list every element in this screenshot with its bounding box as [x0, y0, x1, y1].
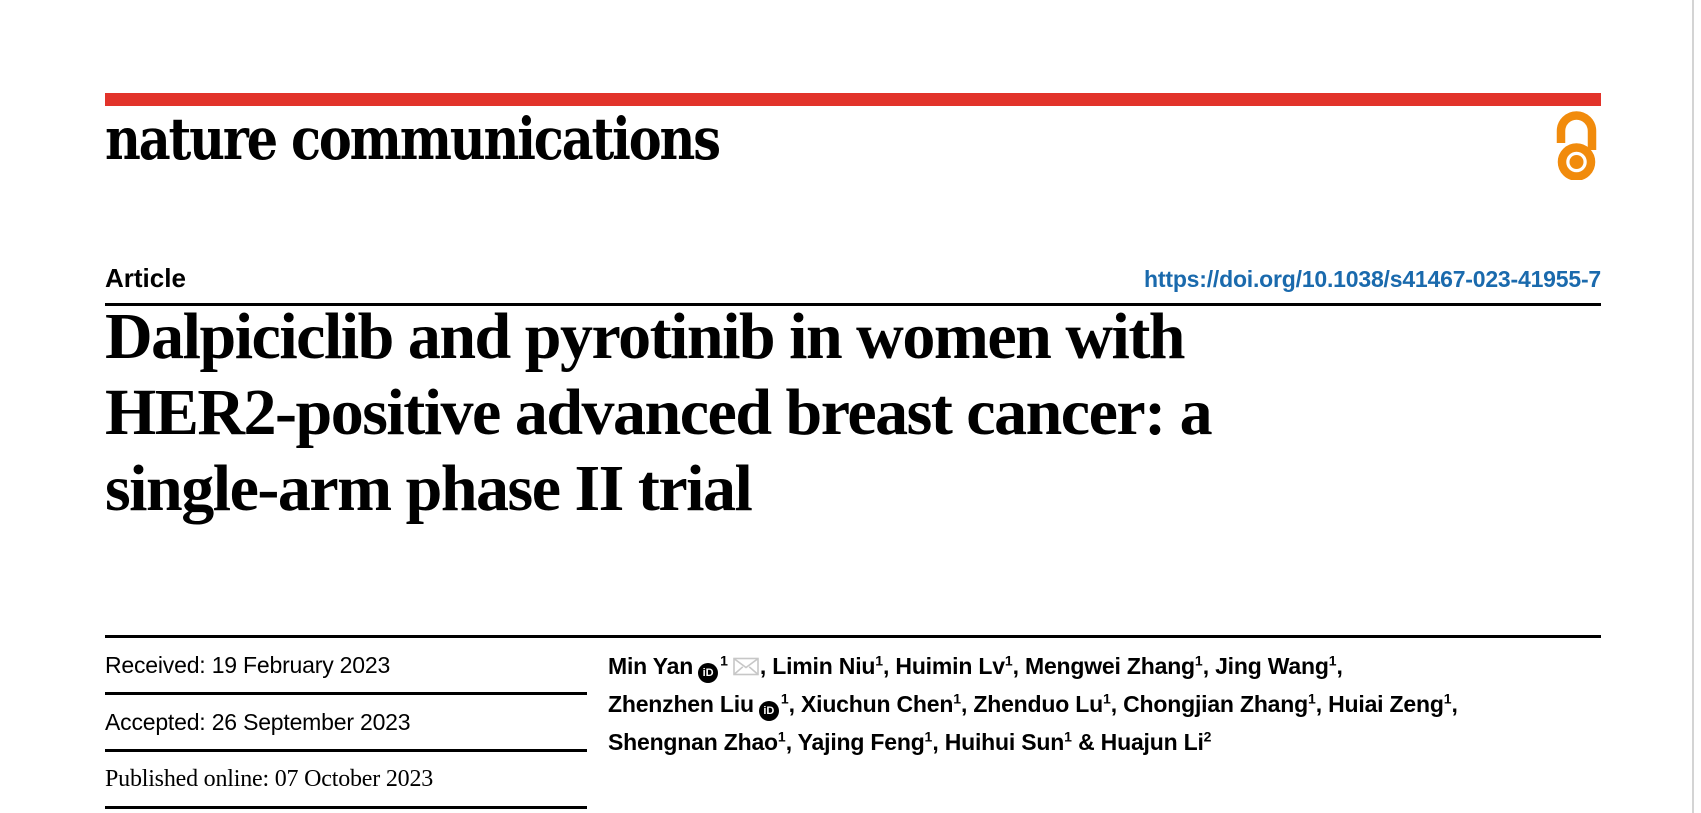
page-edge-divider [1692, 0, 1694, 813]
affiliation-superscript: 2 [1203, 728, 1212, 745]
doi-link[interactable]: https://doi.org/10.1038/s41467-023-41955… [1144, 266, 1601, 292]
history-value: 07 October 2023 [274, 765, 434, 792]
affiliation-superscript: 1 [1102, 690, 1111, 707]
history-row-received: Received: 19 February 2023 [105, 638, 587, 695]
author-name-text: , [1336, 653, 1343, 679]
author-list: Min Yan iD1, Limin Niu1, Huimin Lv1, Meng… [608, 638, 1601, 809]
article-type-label: Article [105, 263, 186, 293]
author-name-text: , Jing Wang [1202, 653, 1329, 679]
author-name-text: , [1451, 691, 1458, 717]
article-history: Received: 19 February 2023 Accepted: 26 … [105, 638, 587, 809]
author-name-text: , Huiai Zeng [1315, 691, 1444, 717]
affiliation-superscript: 1 [953, 690, 961, 707]
journal-logo: nature communications [105, 105, 721, 173]
orcid-icon[interactable]: iD [758, 701, 779, 721]
author-name-text: , Xiuchun Chen [788, 691, 954, 717]
article-title: Dalpiciclib and pyrotinib in women with … [105, 299, 1601, 527]
history-row-accepted: Accepted: 26 September 2023 [105, 695, 587, 752]
title-line-3: single-arm phase II trial [105, 452, 753, 525]
author-name-text: , Yajing Feng [785, 729, 925, 755]
title-line-1: Dalpiciclib and pyrotinib in women with [105, 300, 1186, 373]
author-name-text: , Chongjian Zhang [1110, 691, 1308, 717]
affiliation-superscript: 1 [1443, 690, 1452, 707]
author-name-text: , Zhenduo Lu [961, 691, 1103, 717]
history-value: 26 September 2023 [211, 708, 411, 735]
open-access-icon[interactable] [1553, 110, 1599, 180]
email-envelope-icon[interactable] [733, 657, 759, 676]
author-line: Min Yan iD1, Limin Niu1, Huimin Lv1, Meng… [608, 647, 1601, 685]
author-name-text: Zhenzhen Liu [608, 691, 754, 717]
author-name-text: & Huajun Li [1071, 729, 1204, 755]
affiliation-superscript: 1 [780, 690, 789, 707]
history-value: 19 February 2023 [211, 651, 391, 678]
page-content: nature communications Article https://do… [105, 0, 1601, 813]
affiliation-superscript: 1 [875, 652, 884, 669]
affiliation-superscript: 1 [777, 728, 786, 745]
kicker-row: Article https://doi.org/10.1038/s41467-0… [105, 258, 1601, 306]
author-name-text: , Mengwei Zhang [1012, 653, 1195, 679]
affiliation-superscript: 1 [924, 728, 933, 745]
affiliation-superscript: 1 [1004, 652, 1013, 669]
affiliation-superscript: 1 [1328, 652, 1337, 669]
affiliation-superscript: 1 [1194, 652, 1203, 669]
author-line: Shengnan Zhao1, Yajing Feng1, Huihui Sun… [608, 723, 1601, 761]
author-name-text: Shengnan Zhao [608, 729, 778, 755]
affiliation-superscript: 1 [1307, 690, 1316, 707]
history-label: Published online: [105, 765, 269, 792]
history-label: Received: [105, 651, 206, 678]
author-name-text: , Huimin Lv [883, 653, 1005, 679]
author-line: Zhenzhen Liu iD1, Xiuchun Chen1, Zhenduo … [608, 685, 1601, 723]
affiliation-superscript: 1 [1064, 728, 1072, 745]
title-line-2: HER2-positive advanced breast cancer: a [105, 376, 1213, 449]
journal-brand-bar [105, 93, 1601, 106]
affiliation-superscript: 1 [720, 652, 728, 669]
history-label: Accepted: [105, 708, 206, 735]
author-name-text: , Huihui Sun [932, 729, 1065, 755]
history-row-published: Published online: 07 October 2023 [105, 752, 587, 809]
meta-section: Received: 19 February 2023 Accepted: 26 … [105, 635, 1601, 809]
orcid-icon[interactable]: iD [698, 663, 719, 683]
author-name-text: , Limin Niu [759, 653, 876, 679]
author-name-text: Min Yan [608, 653, 694, 679]
